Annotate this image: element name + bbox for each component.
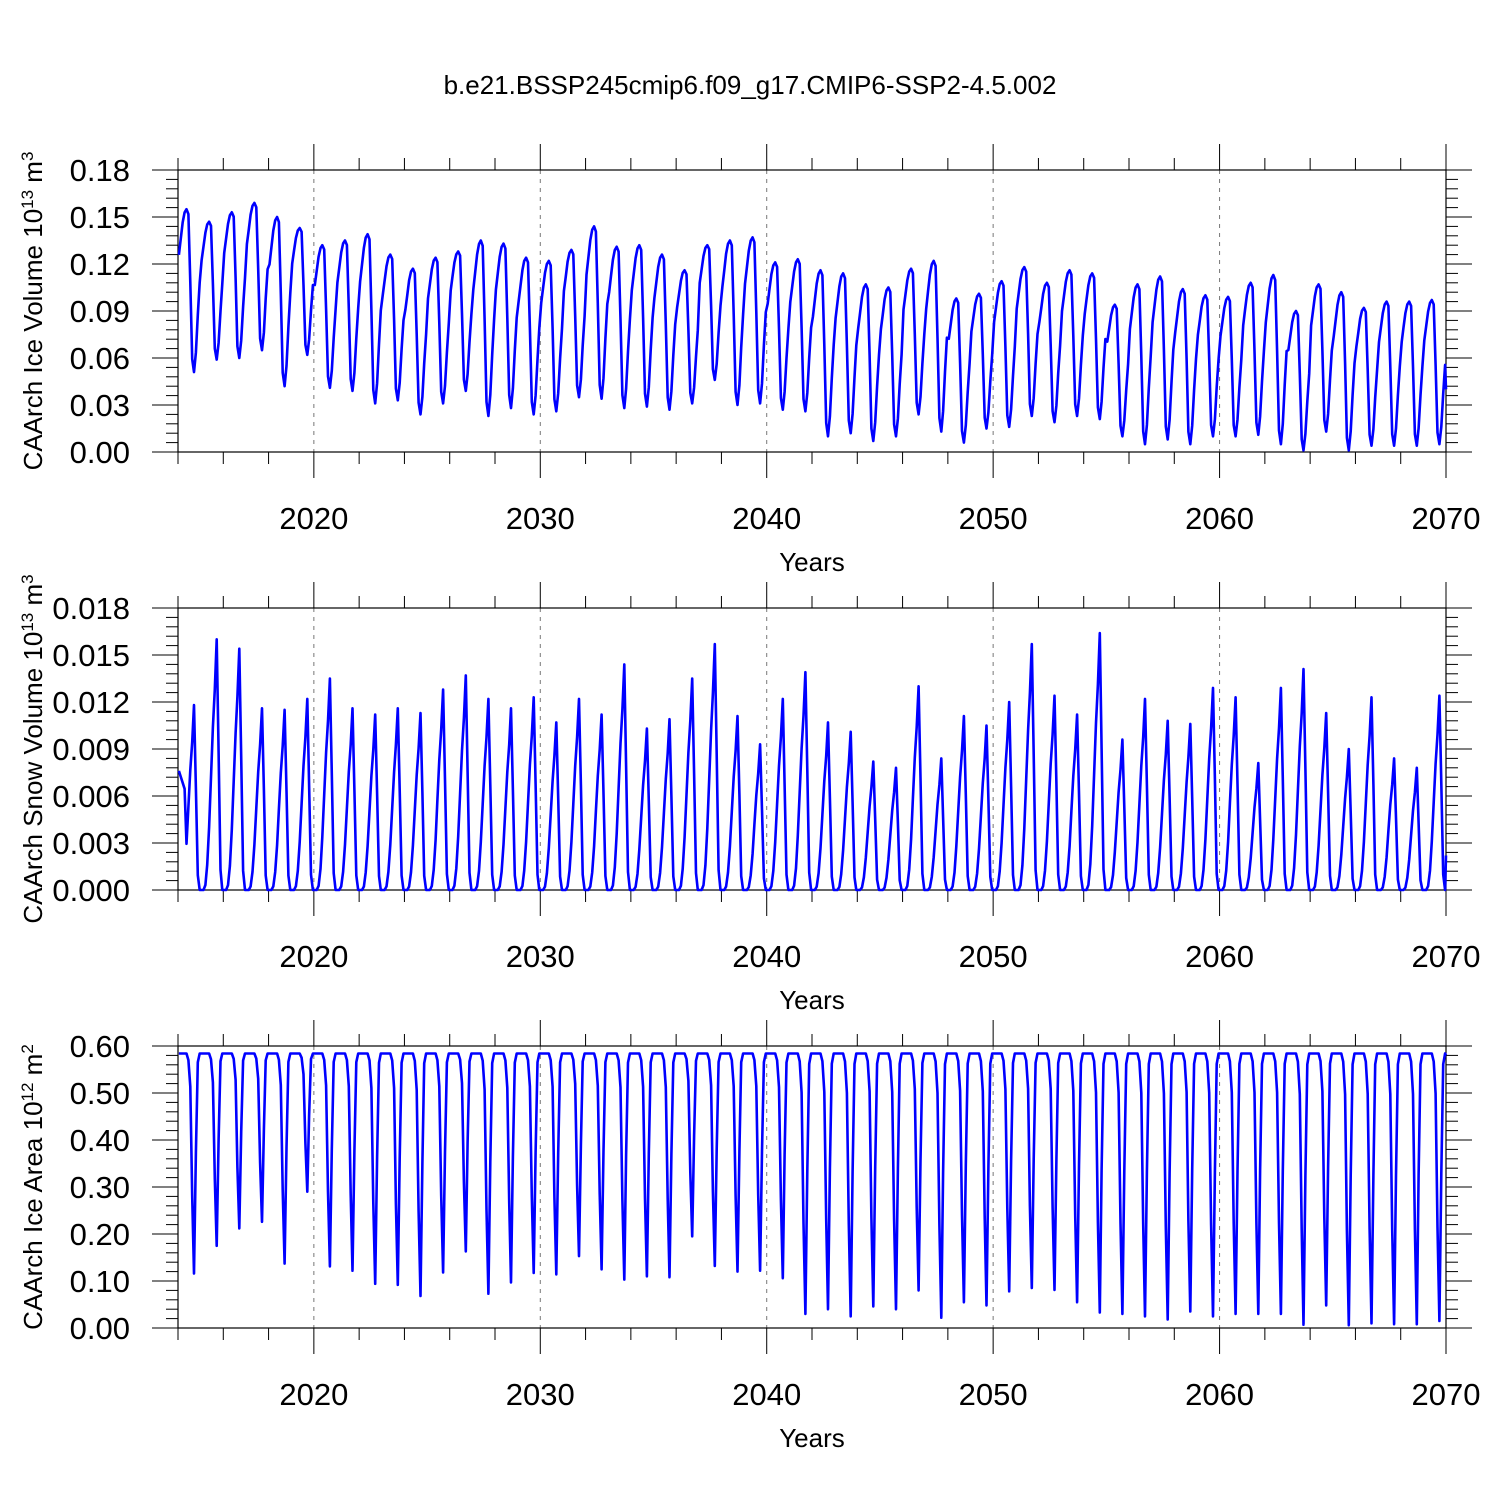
y-tick-label: 0.009: [52, 732, 130, 767]
y-axis-title-part: m: [18, 161, 48, 190]
x-axis-title: Years: [779, 547, 845, 577]
page-title: b.e21.BSSP245cmip6.f09_g17.CMIP6-SSP2-4.…: [443, 70, 1057, 100]
y-tick-label: 0.30: [70, 1170, 130, 1205]
y-axis-title-part: CAArch Ice Volume 10: [18, 209, 48, 471]
series-line-ice-area: [178, 1052, 1448, 1327]
y-tick-label: 0.015: [52, 638, 130, 673]
y-tick-label: 0.006: [52, 779, 130, 814]
y-axis-title-part: m: [18, 584, 48, 613]
y-tick-label: 0.60: [70, 1029, 130, 1064]
x-axis-title: Years: [779, 985, 845, 1015]
x-tick-label: 2040: [732, 501, 801, 536]
x-tick-label: 2050: [959, 1377, 1028, 1412]
x-tick-label: 2060: [1185, 939, 1254, 974]
x-tick-label: 2070: [1412, 501, 1481, 536]
y-tick-label: 0.00: [70, 435, 130, 470]
y-tick-label: 0.03: [70, 388, 130, 423]
y-axis-title-part: 13: [18, 613, 37, 632]
y-tick-label: 0.20: [70, 1217, 130, 1252]
y-axis-title-part: m: [18, 1054, 48, 1083]
y-axis-title-part: CAArch Ice Area 10: [18, 1101, 48, 1329]
chart-panel-ice-volume: 0.00 0.03 0.06 0.09 0.12 0.15 0.18 2020 2030 2040…: [18, 144, 1481, 577]
y-axis-title-part: 13: [18, 190, 37, 209]
y-tick-label: 0.50: [70, 1076, 130, 1111]
x-tick-label: 2040: [732, 939, 801, 974]
y-tick-label: 0.000: [52, 873, 130, 908]
y-tick-label: 0.12: [70, 247, 130, 282]
x-tick-label: 2040: [732, 1377, 801, 1412]
x-tick-label: 2050: [959, 939, 1028, 974]
y-axis-title: CAArch Ice Area 1012 m2: [18, 1044, 49, 1330]
y-tick-label: 0.40: [70, 1123, 130, 1158]
y-tick-label: 0.15: [70, 200, 130, 235]
chart-panel-ice-area: 0.00 0.10 0.20 0.30 0.40 0.50 0.60 2020 2030 2040…: [18, 1020, 1481, 1453]
x-tick-label: 2030: [506, 939, 575, 974]
series-line-snow-volume: [177, 631, 1448, 892]
y-axis-title-part: 3: [18, 152, 37, 161]
x-tick-label: 2060: [1185, 501, 1254, 536]
x-tick-label: 2060: [1185, 1377, 1254, 1412]
y-tick-label: 0.18: [70, 153, 130, 188]
x-axis-title: Years: [779, 1423, 845, 1453]
x-tick-label: 2050: [959, 501, 1028, 536]
y-tick-label: 0.09: [70, 294, 130, 329]
y-tick-label: 0.012: [52, 685, 130, 720]
y-axis-title-part: 2: [18, 1044, 37, 1053]
x-tick-label: 2030: [506, 1377, 575, 1412]
y-tick-label: 0.018: [52, 591, 130, 626]
chart-panel-snow-volume: 0.000 0.003 0.006 0.009 0.012 0.015 0.018 2020 2…: [18, 574, 1481, 1015]
y-axis-title-part: 12: [18, 1083, 37, 1102]
y-tick-label: 0.00: [70, 1311, 130, 1346]
x-tick-label: 2020: [279, 939, 348, 974]
x-tick-label: 2020: [279, 501, 348, 536]
y-tick-label: 0.10: [70, 1264, 130, 1299]
y-axis-title: CAArch Snow Volume 1013 m3: [18, 574, 49, 923]
y-tick-label: 0.003: [52, 826, 130, 861]
y-axis-title-part: CAArch Snow Volume 10: [18, 632, 48, 924]
y-axis-title: CAArch Ice Volume 1013 m3: [18, 152, 49, 471]
x-tick-label: 2070: [1412, 1377, 1481, 1412]
x-tick-label: 2020: [279, 1377, 348, 1412]
series-line-ice-volume: [177, 201, 1448, 452]
y-tick-label: 0.06: [70, 341, 130, 376]
x-tick-label: 2030: [506, 501, 575, 536]
x-tick-label: 2070: [1412, 939, 1481, 974]
y-axis-title-part: 3: [18, 574, 37, 583]
